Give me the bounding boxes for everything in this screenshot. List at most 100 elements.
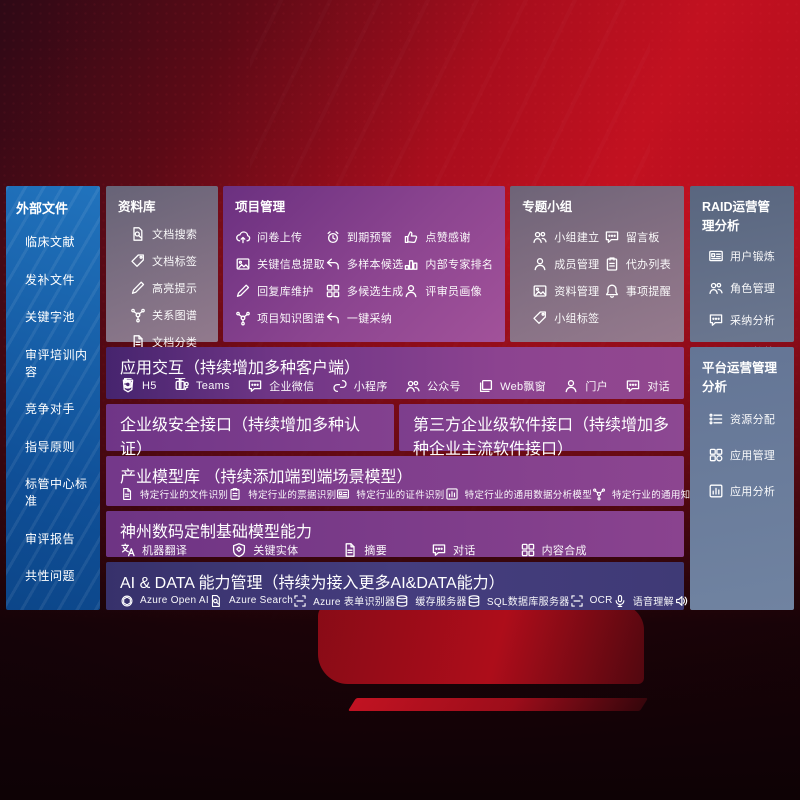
- industry-model-item[interactable]: 特定行业的证件识别: [336, 487, 444, 501]
- sidebar-item[interactable]: 共性问题: [25, 569, 76, 583]
- industry-model-item[interactable]: 特定行业的票据识别: [228, 487, 336, 501]
- item-label: 成员管理: [554, 258, 600, 271]
- project-item[interactable]: 项目知识图谱: [235, 310, 325, 326]
- platform-item[interactable]: 应用管理: [708, 447, 782, 463]
- sidebar-items: 临床文献发补文件关键字池审评培训内容竞争对手指导原则标管中心标准审评报告共性问题: [16, 233, 94, 584]
- panel-raid-items: 用户锻炼 角色管理 采纳分析 问题趋势: [702, 248, 782, 360]
- base-model-item[interactable]: 机器翻译: [120, 542, 187, 558]
- file-recognize-icon: [120, 487, 134, 501]
- item-label: 资料管理: [554, 285, 600, 298]
- panel-project-management: 项目管理 问卷上传 关键信息提取 回复库维护: [223, 186, 506, 342]
- library-item[interactable]: 关系图谱: [130, 307, 206, 323]
- project-item[interactable]: 到期预警: [325, 229, 404, 245]
- sidebar-item[interactable]: 竞争对手: [25, 402, 76, 416]
- band-base-models-title: 神州数码定制基础模型能力: [120, 524, 313, 541]
- project-item[interactable]: 问卷上传: [235, 229, 325, 245]
- group-item[interactable]: 资料管理: [532, 283, 604, 299]
- azure-search-icon: [209, 594, 223, 608]
- sidebar-item[interactable]: 发补文件: [25, 272, 76, 287]
- project-item[interactable]: 点赞感谢: [403, 229, 493, 245]
- group-item[interactable]: 小组标签: [532, 310, 604, 326]
- project-item[interactable]: 内部专家排名: [403, 256, 493, 272]
- project-item[interactable]: 评审员画像: [403, 283, 493, 299]
- band-industry-title: 产业模型库 （持续添加端到端场景模型）: [120, 469, 413, 486]
- industry-model-item[interactable]: 特定行业的通用数据分析模型: [445, 487, 592, 501]
- role-manage-icon: [708, 280, 724, 296]
- base-model-item[interactable]: 摘要: [342, 542, 387, 558]
- sidebar-title: 外部文件: [16, 201, 69, 216]
- library-item[interactable]: 文档标签: [130, 253, 206, 269]
- sidebar-item[interactable]: 关键字池: [25, 310, 76, 324]
- raid-item[interactable]: 角色管理: [708, 280, 782, 296]
- sidebar-item[interactable]: 审评报告: [25, 531, 76, 546]
- library-item[interactable]: 高亮提示: [130, 280, 206, 296]
- multi-generate-icon: [325, 283, 341, 299]
- raid-item[interactable]: 用户锻炼: [708, 248, 782, 264]
- ai-data-item[interactable]: SQL数据库服务器: [467, 593, 570, 608]
- ai-data-item[interactable]: OCR: [570, 594, 613, 608]
- user-training-icon: [708, 248, 724, 264]
- industry-model-item[interactable]: 特定行业的文件识别: [120, 487, 228, 501]
- item-label: 摘要: [364, 545, 388, 557]
- ai-data-item[interactable]: 语音理解: [613, 593, 674, 608]
- base-model-item[interactable]: 内容合成: [520, 542, 587, 558]
- group-item[interactable]: 小组建立: [532, 229, 604, 245]
- item-label: 小程序: [353, 381, 388, 393]
- interaction-item[interactable]: 公众号: [405, 378, 461, 394]
- platform-item[interactable]: 资源分配: [708, 411, 782, 427]
- item-label: 问卷上传: [257, 231, 303, 244]
- raid-item[interactable]: 采纳分析: [708, 312, 782, 328]
- project-item[interactable]: 关键信息提取: [235, 256, 325, 272]
- base-model-item[interactable]: 对话: [431, 542, 476, 558]
- relation-graph-icon: [130, 307, 146, 323]
- h5-icon: [120, 378, 136, 394]
- ai-data-item[interactable]: 缓存服务器: [395, 593, 467, 608]
- sidebar-item[interactable]: 标管中心标准: [25, 477, 88, 508]
- project-item[interactable]: 一键采纳: [325, 310, 404, 326]
- ai-data-item[interactable]: Azure Search: [209, 594, 293, 608]
- group-item[interactable]: 成员管理: [532, 256, 604, 272]
- group-item[interactable]: 代办列表: [604, 256, 672, 272]
- item-label: Azure 表单识别器: [313, 597, 396, 608]
- group-item[interactable]: 留言板: [604, 229, 672, 245]
- sidebar-item[interactable]: 指导原则: [25, 439, 76, 454]
- resource-allocate-icon: [708, 411, 724, 427]
- interaction-item[interactable]: Teams: [174, 378, 230, 394]
- sidebar-item[interactable]: 审评培训内容: [25, 347, 88, 379]
- band-ai-data: AI & DATA 能力管理（持续为接入更多AI&DATA能力） Azure O…: [106, 562, 713, 610]
- interaction-item[interactable]: 对话: [625, 378, 670, 394]
- miniprogram-icon: [332, 378, 348, 394]
- project-item[interactable]: 多样本候选: [325, 256, 404, 272]
- panel-library-title: 资料库: [118, 200, 156, 214]
- interaction-item[interactable]: 企业微信: [247, 378, 314, 394]
- content-area: 外部文件 临床文献发补文件关键字池审评培训内容竞争对手指导原则标管中心标准审评报…: [6, 186, 794, 610]
- interaction-item[interactable]: 小程序: [332, 378, 388, 394]
- item-label: 代办列表: [625, 258, 672, 271]
- industry-model-item[interactable]: 特定行业的通用知识图谱模型: [592, 487, 739, 501]
- sidebar-item[interactable]: 临床文献: [25, 235, 76, 249]
- knowledge-graph-model-icon: [592, 487, 606, 501]
- interaction-item[interactable]: 门户: [563, 378, 608, 394]
- interaction-item[interactable]: Web飘窗: [478, 378, 546, 394]
- ai-data-item[interactable]: Azure 表单识别器: [293, 593, 395, 608]
- group-item[interactable]: 事项提醒: [604, 283, 672, 299]
- key-info-icon: [235, 256, 251, 272]
- item-label: 特定行业的通用数据分析模型: [464, 490, 593, 501]
- project-item[interactable]: 回复库维护: [235, 283, 325, 299]
- band-base-models: 神州数码定制基础模型能力 机器翻译 关键实体 摘要: [106, 511, 684, 557]
- library-item[interactable]: 文档搜索: [130, 226, 206, 242]
- project-item[interactable]: 多候选生成: [325, 283, 404, 299]
- library-item[interactable]: 文档分类: [130, 334, 206, 350]
- panel-platform-items: 资源分配 应用管理 应用分析: [702, 411, 782, 499]
- base-model-item[interactable]: 关键实体: [231, 542, 298, 558]
- form-recognizer-icon: [293, 594, 307, 608]
- panel-library-items: 文档搜索 文档标签 高亮提示 关系图谱: [118, 226, 206, 350]
- item-label: 文档搜索: [152, 229, 198, 241]
- item-label: OCR: [589, 595, 613, 606]
- item-label: 文档标签: [152, 256, 198, 268]
- web-popup-icon: [478, 378, 494, 394]
- todo-list-icon: [604, 256, 620, 272]
- interaction-item[interactable]: H5: [120, 378, 157, 394]
- ai-data-item[interactable]: Azure Open AI: [120, 594, 209, 608]
- platform-item[interactable]: 应用分析: [708, 483, 782, 499]
